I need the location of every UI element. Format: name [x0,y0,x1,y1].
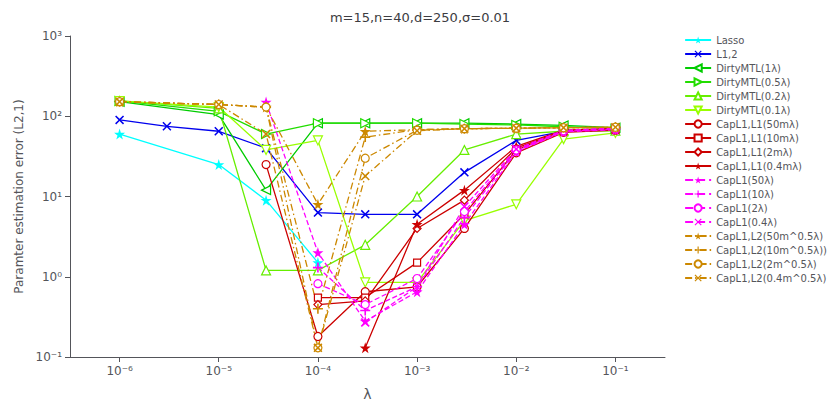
svg-text:CapL1,L2(10m^0.5λ)): CapL1,L2(10m^0.5λ)) [716,245,827,256]
svg-text:10⁰: 10⁰ [42,270,62,284]
svg-text:10⁻²: 10⁻² [503,364,530,378]
svg-text:10⁻¹: 10⁻¹ [602,364,629,378]
svg-text:DirtyMTL(0.5λ): DirtyMTL(0.5λ) [716,77,790,88]
svg-text:CapL1(50λ): CapL1(50λ) [716,175,774,186]
svg-text:DirtyMTL(1λ): DirtyMTL(1λ) [716,63,781,74]
svg-text:CapL1(2λ): CapL1(2λ) [716,203,768,214]
svg-text:10⁻³: 10⁻³ [404,364,431,378]
svg-text:10⁻⁵: 10⁻⁵ [206,364,233,378]
svg-text:λ: λ [363,386,371,402]
svg-text:DirtyMTL(0.2λ): DirtyMTL(0.2λ) [716,91,790,102]
svg-text:CapL1,L1(2mλ): CapL1,L1(2mλ) [716,147,792,158]
svg-text:Paramter estimation error (L2,: Paramter estimation error (L2,1) [12,99,26,293]
svg-text:10³: 10³ [42,29,62,43]
svg-text:10²: 10² [42,109,62,123]
svg-text:CapL1,L1(50mλ): CapL1,L1(50mλ) [716,119,799,130]
svg-text:10⁻⁶: 10⁻⁶ [106,364,133,378]
svg-text:Lasso: Lasso [716,35,744,46]
svg-text:m=15,n=40,d=250,σ=0.01: m=15,n=40,d=250,σ=0.01 [330,10,510,25]
svg-text:CapL1(0.4λ): CapL1(0.4λ) [716,217,777,228]
svg-text:CapL1,L2(0.4m^0.5λ): CapL1,L2(0.4m^0.5λ) [716,273,826,284]
svg-text:CapL1(10λ): CapL1(10λ) [716,189,774,200]
svg-text:10⁻⁴: 10⁻⁴ [305,364,332,378]
svg-text:CapL1,L2(2m^0.5λ): CapL1,L2(2m^0.5λ) [716,259,817,270]
svg-text:10¹: 10¹ [42,190,62,204]
svg-text:DirtyMTL(0.1λ): DirtyMTL(0.1λ) [716,105,790,116]
svg-text:CapL1,L2(50m^0.5λ): CapL1,L2(50m^0.5λ) [716,231,823,242]
svg-text:CapL1,L1(10mλ): CapL1,L1(10mλ) [716,133,799,144]
svg-text:L1,2: L1,2 [716,49,737,60]
svg-text:CapL1,L1(0.4mλ): CapL1,L1(0.4mλ) [716,161,802,172]
svg-text:10⁻¹: 10⁻¹ [36,350,63,364]
